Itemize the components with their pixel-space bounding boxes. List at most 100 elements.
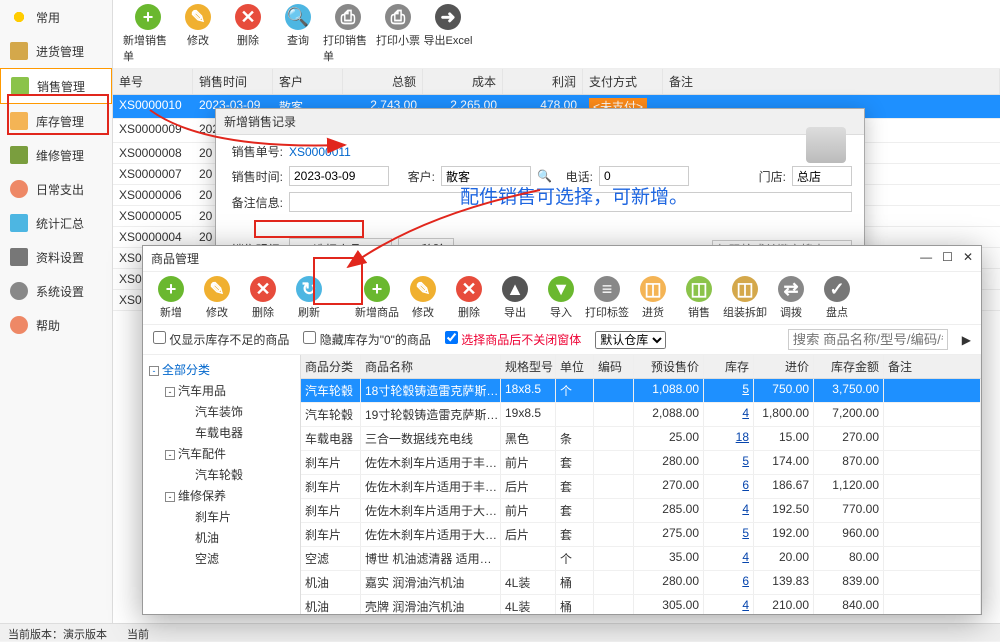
ic-exp-icon: ▲ (502, 276, 528, 302)
toolbar-btn-2[interactable]: ✕删除 (223, 4, 273, 64)
product-search-input[interactable] (788, 329, 948, 350)
sidebar-label: 常用 (36, 9, 60, 26)
sale-time-input[interactable] (289, 166, 389, 186)
cart-icon (806, 127, 846, 163)
sidebar-label: 维修管理 (36, 147, 84, 164)
prod-toolbar-0[interactable]: +新增 (149, 276, 193, 320)
sidebar: 常用进货管理销售管理库存管理维修管理日常支出统计汇总资料设置系统设置帮助 (0, 0, 113, 641)
filter-zerostock[interactable]: 隐藏库存为"0"的商品 (303, 331, 431, 348)
ic-stats-icon (10, 214, 28, 232)
warehouse-select[interactable]: 默认仓库 (595, 331, 666, 349)
sidebar-item-1[interactable]: 进货管理 (0, 34, 112, 68)
sidebar-label: 资料设置 (36, 249, 84, 266)
filter-lowstock[interactable]: 仅显示库存不足的商品 (153, 331, 289, 348)
product-row[interactable]: 汽车轮毂18寸轮毂铸造雷克萨斯…18x8.5个1,088.005750.003,… (301, 379, 981, 403)
toolbar-btn-6[interactable]: ➜导出Excel (423, 4, 473, 64)
customer-search-icon[interactable]: 🔍 (537, 169, 552, 183)
sidebar-item-2[interactable]: 销售管理 (0, 68, 112, 104)
product-row[interactable]: 机油壳牌 润滑油汽机油4L装桶305.004210.00840.00 (301, 595, 981, 614)
dialog2-title: 商品管理 (151, 250, 199, 267)
sidebar-label: 进货管理 (36, 43, 84, 60)
search-go-icon[interactable]: ▶ (962, 333, 971, 347)
sale-time-label: 销售时间: (228, 168, 283, 185)
prod-toolbar-13[interactable]: ◫组装拆卸 (723, 276, 767, 320)
sidebar-item-5[interactable]: 日常支出 (0, 172, 112, 206)
order-no-label: 销售单号: (228, 143, 283, 160)
ic-data-icon: ✓ (824, 276, 850, 302)
sidebar-item-4[interactable]: 维修管理 (0, 138, 112, 172)
product-row[interactable]: 汽车轮毂19寸轮毂铸造雷克萨斯…19x8.52,088.0041,800.007… (301, 403, 981, 427)
customer-label: 客户: (395, 168, 435, 185)
sidebar-item-7[interactable]: 资料设置 (0, 240, 112, 274)
tree-node[interactable]: -维修保养 (147, 485, 296, 506)
annotation-text: 配件销售可选择，可新增。 (460, 182, 688, 209)
tree-node[interactable]: -全部分类 (147, 359, 296, 380)
sidebar-item-6[interactable]: 统计汇总 (0, 206, 112, 240)
prod-toolbar-2[interactable]: ✕删除 (241, 276, 285, 320)
sidebar-label: 库存管理 (36, 113, 84, 130)
sidebar-item-3[interactable]: 库存管理 (0, 104, 112, 138)
ic-repair-icon (10, 146, 28, 164)
product-filter-bar: 仅显示库存不足的商品 隐藏库存为"0"的商品 选择商品后不关闭窗体 默认仓库 ▶ (143, 325, 981, 355)
close-icon[interactable]: ✕ (963, 250, 973, 267)
minimize-icon[interactable]: — (920, 250, 932, 267)
version-text: 当前版本：演示版本 (8, 626, 107, 639)
prod-toolbar-10[interactable]: ≡打印标签 (585, 276, 629, 320)
ic-undo-icon: ▼ (548, 276, 574, 302)
ic-edit-icon: ✎ (185, 4, 211, 30)
toolbar-btn-0[interactable]: +新增销售单 (123, 4, 173, 64)
prod-toolbar-15[interactable]: ✓盘点 (815, 276, 859, 320)
product-row[interactable]: 车载电器三合一数据线充电线黑色条25.001815.00270.00 (301, 427, 981, 451)
product-row[interactable]: 刹车片佐佐木刹车片适用于大…后片套275.005192.00960.00 (301, 523, 981, 547)
toolbar-btn-4[interactable]: ⎙打印销售单 (323, 4, 373, 64)
ic-add-icon: + (158, 276, 184, 302)
store-input[interactable] (792, 166, 852, 186)
product-mgmt-dialog: 商品管理 —☐✕ +新增✎修改✕删除↻刷新+新增商品✎修改✕删除▲导出▼导入≡打… (142, 245, 982, 615)
ic-edit-icon: ✎ (204, 276, 230, 302)
tree-node[interactable]: -汽车配件 (147, 443, 296, 464)
sidebar-item-0[interactable]: 常用 (0, 0, 112, 34)
prod-toolbar-11[interactable]: ◫进货 (631, 276, 675, 320)
prod-toolbar-9[interactable]: ▼导入 (539, 276, 583, 320)
prod-toolbar-1[interactable]: ✎修改 (195, 276, 239, 320)
sidebar-label: 统计汇总 (36, 215, 84, 232)
toolbar-btn-5[interactable]: ⎙打印小票 (373, 4, 423, 64)
toolbar-btn-3[interactable]: 🔍查询 (273, 4, 323, 64)
toolbar-btn-1[interactable]: ✎修改 (173, 4, 223, 64)
tree-node[interactable]: 刹车片 (147, 506, 296, 527)
ic-srch-icon: 🔍 (285, 4, 311, 30)
ic-edit-icon: ✎ (410, 276, 436, 302)
product-row[interactable]: 空滤博世 机油滤清器 适用…个35.00420.0080.00 (301, 547, 981, 571)
tree-node[interactable]: 车载电器 (147, 422, 296, 443)
product-row[interactable]: 刹车片佐佐木刹车片适用于大…前片套285.004192.50770.00 (301, 499, 981, 523)
maximize-icon[interactable]: ☐ (942, 250, 953, 267)
sidebar-item-8[interactable]: 系统设置 (0, 274, 112, 308)
prod-toolbar-7[interactable]: ✕删除 (447, 276, 491, 320)
sidebar-item-9[interactable]: 帮助 (0, 308, 112, 342)
tree-node[interactable]: -汽车用品 (147, 380, 296, 401)
product-row[interactable]: 机油嘉实 润滑油汽机油4L装桶280.006139.83839.00 (301, 571, 981, 595)
product-row[interactable]: 刹车片佐佐木刹车片适用于丰…前片套280.005174.00870.00 (301, 451, 981, 475)
tree-node[interactable]: 机油 (147, 527, 296, 548)
dialog1-title: 新增销售记录 (216, 109, 864, 135)
prod-toolbar-5[interactable]: +新增商品 (355, 276, 399, 320)
tree-node[interactable]: 空滤 (147, 548, 296, 569)
sidebar-label: 系统设置 (36, 283, 84, 300)
store-label: 门店: (751, 168, 786, 185)
product-row[interactable]: 刹车片佐佐木刹车片适用于丰…后片套270.006186.671,120.00 (301, 475, 981, 499)
ic-daily-icon (10, 180, 28, 198)
prod-toolbar-8[interactable]: ▲导出 (493, 276, 537, 320)
prod-toolbar-6[interactable]: ✎修改 (401, 276, 445, 320)
main-toolbar: +新增销售单✎修改✕删除🔍查询⎙打印销售单⎙打印小票➜导出Excel (113, 0, 1000, 69)
filter-keepopen[interactable]: 选择商品后不关闭窗体 (445, 331, 581, 348)
footer-text-2: 当前 (127, 626, 149, 639)
ic-stock-icon: ◫ (640, 276, 666, 302)
prod-toolbar-3[interactable]: ↻刷新 (287, 276, 331, 320)
product-grid: 商品分类商品名称规格型号单位编码预设售价库存进价库存金额备注 汽车轮毂18寸轮毂… (301, 355, 981, 614)
ic-del-icon: ✕ (250, 276, 276, 302)
tree-node[interactable]: 汽车轮毂 (147, 464, 296, 485)
ic-ref-icon: ↻ (296, 276, 322, 302)
prod-toolbar-14[interactable]: ⇄调拨 (769, 276, 813, 320)
tree-node[interactable]: 汽车装饰 (147, 401, 296, 422)
prod-toolbar-12[interactable]: ◫销售 (677, 276, 721, 320)
